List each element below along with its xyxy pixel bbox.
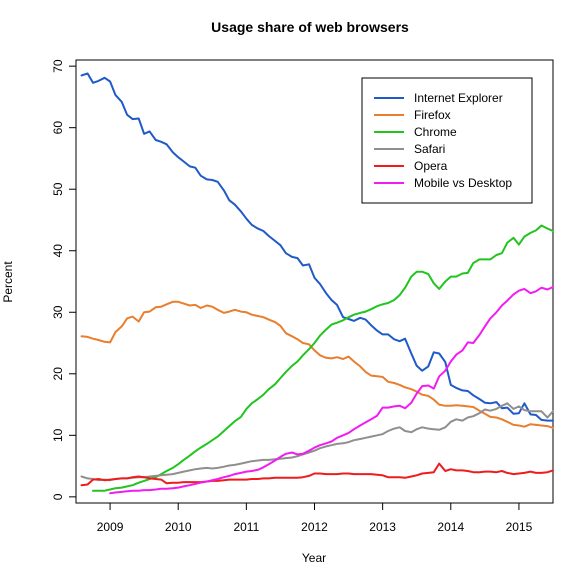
x-tick-label: 2010 — [165, 520, 192, 534]
series-line-mobile-vs-desktop — [109, 286, 554, 495]
legend-label: Internet Explorer — [414, 91, 503, 105]
series-line-firefox — [80, 300, 554, 429]
x-tick-label: 2009 — [97, 520, 124, 534]
x-tick-label: 2011 — [233, 520, 259, 534]
series-line-chrome — [92, 224, 554, 492]
legend-label: Mobile vs Desktop — [414, 176, 512, 190]
x-tick-label: 2015 — [506, 520, 533, 534]
x-tick-label: 2014 — [437, 520, 464, 534]
legend-label: Firefox — [414, 108, 451, 122]
y-tick-label: 40 — [51, 244, 65, 258]
x-axis-label: Year — [302, 551, 326, 565]
legend-label: Chrome — [414, 125, 457, 139]
y-tick-label: 0 — [51, 493, 65, 500]
y-tick-label: 50 — [51, 182, 65, 196]
y-tick-label: 20 — [51, 367, 65, 381]
x-tick-label: 2012 — [301, 520, 328, 534]
chart-title: Usage share of web browsers — [211, 19, 409, 35]
x-tick-label: 2013 — [369, 520, 396, 534]
legend-label: Opera — [414, 159, 448, 173]
legend: Internet Explorer Firefox Chrome Safari Oper… — [361, 77, 533, 204]
legend-label: Safari — [414, 142, 445, 156]
series-line-internet-explorer — [80, 72, 554, 422]
y-tick-label: 70 — [51, 59, 65, 73]
y-tick-label: 60 — [51, 121, 65, 135]
y-tick-label: 10 — [51, 428, 65, 442]
axes-layer: 2009 2010 2011 2012 2013 2014 2015 0 10 20 30 40 50 6… — [51, 59, 533, 534]
series-layer — [80, 72, 554, 495]
series-line-opera — [80, 462, 554, 487]
y-tick-label: 30 — [51, 305, 65, 319]
series-line-safari — [80, 402, 554, 482]
y-axis-label: Percent — [1, 261, 15, 303]
